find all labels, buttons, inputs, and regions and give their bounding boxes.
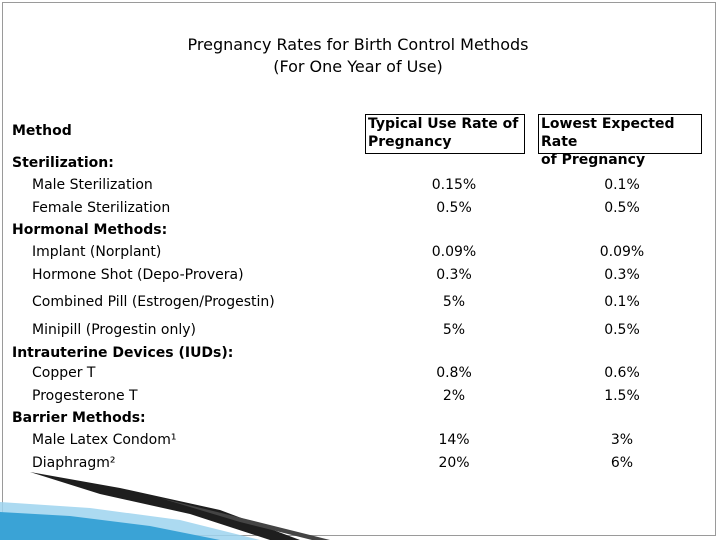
header-lowest-rate: Lowest Expected Rate of Pregnancy	[538, 114, 702, 168]
header-method: Method	[12, 123, 72, 139]
swoosh-dark-thin	[160, 498, 330, 540]
row-method: Combined Pill (Estrogen/Progestin)	[32, 294, 275, 310]
row-lowest: 0.09%	[599, 244, 645, 260]
row-typical: 0.15%	[431, 177, 477, 193]
decorative-swoosh	[0, 472, 330, 540]
row-lowest: 0.5%	[604, 200, 640, 216]
row-method: Copper T	[32, 365, 96, 381]
header-typical-line2: Pregnancy	[368, 134, 452, 150]
row-lowest: 1.5%	[604, 388, 640, 404]
row-typical: 2%	[442, 388, 466, 404]
swoosh-dark-band	[30, 472, 300, 540]
swoosh-blue-band	[0, 512, 220, 540]
slide-title: Pregnancy Rates for Birth Control Method…	[187, 35, 529, 54]
row-typical: 5%	[442, 294, 466, 310]
row-method: Diaphragm²	[32, 455, 116, 471]
row-lowest: 3%	[610, 432, 634, 448]
header-lowest-line1: Lowest Expected Rate	[541, 116, 675, 150]
row-method: Hormone Shot (Depo-Provera)	[32, 267, 244, 283]
row-method: Implant (Norplant)	[32, 244, 162, 260]
row-typical: 20%	[438, 455, 470, 471]
group-barrier: Barrier Methods:	[12, 410, 146, 426]
row-typical: 14%	[438, 432, 470, 448]
slide-subtitle: (For One Year of Use)	[273, 57, 443, 76]
row-typical: 0.09%	[431, 244, 477, 260]
row-typical: 0.5%	[436, 200, 472, 216]
row-method: Progesterone T	[32, 388, 138, 404]
row-typical: 5%	[442, 322, 466, 338]
row-method: Male Latex Condom¹	[32, 432, 177, 448]
row-method: Male Sterilization	[32, 177, 153, 193]
row-typical: 0.8%	[436, 365, 472, 381]
header-lowest-line2: of Pregnancy	[541, 152, 646, 168]
row-lowest: 0.5%	[604, 322, 640, 338]
row-typical: 0.3%	[436, 267, 472, 283]
header-typical-line1: Typical Use Rate of	[368, 116, 519, 132]
row-method: Minipill (Progestin only)	[32, 322, 196, 338]
row-lowest: 0.3%	[604, 267, 640, 283]
row-lowest: 0.6%	[604, 365, 640, 381]
group-iud: Intrauterine Devices (IUDs):	[12, 345, 234, 361]
row-lowest: 0.1%	[604, 294, 640, 310]
row-lowest: 6%	[610, 455, 634, 471]
row-method: Female Sterilization	[32, 200, 171, 216]
header-typical-rate: Typical Use Rate of Pregnancy	[365, 114, 525, 154]
group-sterilization: Sterilization:	[12, 155, 114, 171]
group-hormonal: Hormonal Methods:	[12, 222, 168, 238]
row-lowest: 0.1%	[604, 177, 640, 193]
